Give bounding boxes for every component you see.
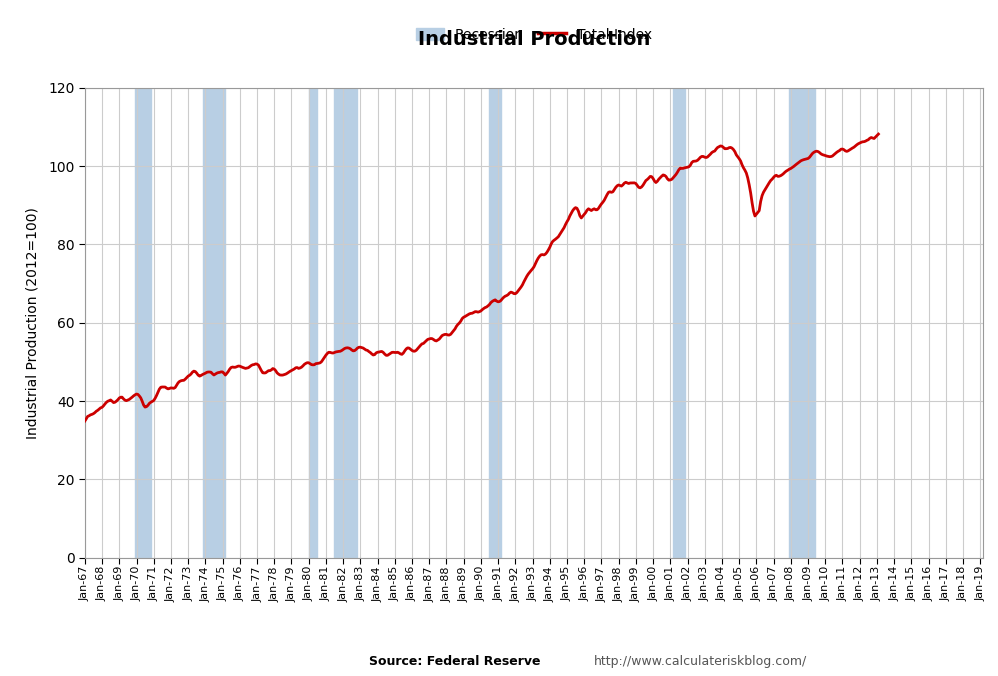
Text: Source: Federal Reserve: Source: Federal Reserve [369,655,541,668]
Bar [489,88,501,558]
Y-axis label: Industrial Production (2012=100): Industrial Production (2012=100) [26,207,40,439]
Text: http://www.calculateriskblog.com/: http://www.calculateriskblog.com/ [594,655,807,668]
Text: Industrial Production: Industrial Production [418,30,650,49]
Bar [334,88,357,558]
Bar [789,88,815,558]
Bar [673,88,685,558]
Bar [203,88,226,558]
Legend: Recession, Total Index: Recession, Total Index [410,22,658,47]
Bar [135,88,151,558]
Bar [308,88,317,558]
